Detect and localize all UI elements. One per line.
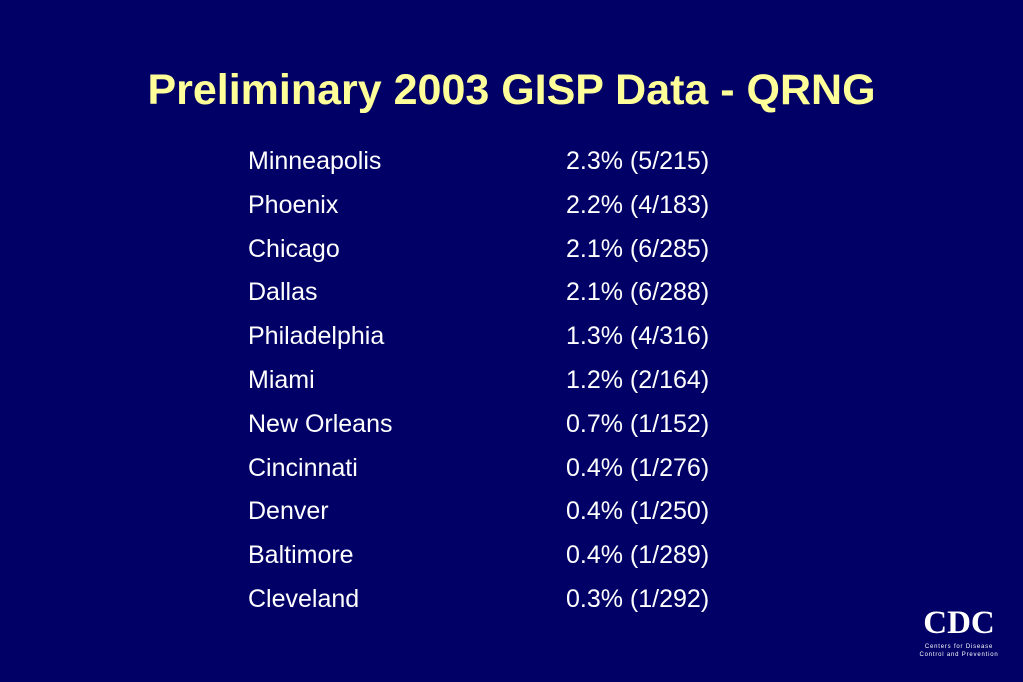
rate-value: 2.2% (4/183) [566, 190, 710, 219]
table-row: Minneapolis 2.3% (5/215) [248, 140, 768, 184]
rate-value: 2.1% (6/288) [566, 278, 710, 307]
city-name: Cleveland [248, 584, 360, 613]
city-name: Baltimore [248, 541, 354, 570]
city-name: Denver [248, 497, 329, 526]
table-row: Denver 0.4% (1/250) [248, 490, 768, 534]
table-row: New Orleans 0.7% (1/152) [248, 403, 768, 447]
rate-value: 2.1% (6/285) [566, 234, 710, 263]
cdc-logo-mark: CDC [923, 605, 995, 641]
city-name: Philadelphia [248, 322, 385, 351]
rate-value: 1.2% (2/164) [566, 365, 710, 394]
rate-value: 0.4% (1/289) [566, 541, 710, 570]
table-row: Baltimore 0.4% (1/289) [248, 534, 768, 578]
table-row: Cincinnati 0.4% (1/276) [248, 447, 768, 491]
table-row: Miami 1.2% (2/164) [248, 359, 768, 403]
city-name: Minneapolis [248, 147, 382, 175]
rate-value: 2.3% (5/215) [566, 147, 710, 175]
cdc-logo: CDC Centers for Disease Control and Prev… [918, 603, 1000, 667]
city-name: Phoenix [248, 190, 339, 219]
city-name: Chicago [248, 234, 340, 263]
table-row: Dallas 2.1% (6/288) [248, 271, 768, 315]
cdc-logo-tagline-line2: Control and Prevention [919, 652, 999, 658]
city-name: Dallas [248, 278, 318, 307]
table-row: Chicago 2.1% (6/285) [248, 228, 768, 272]
table-row: Phoenix 2.2% (4/183) [248, 184, 768, 228]
table-row: Philadelphia 1.3% (4/316) [248, 315, 768, 359]
rate-value: 0.7% (1/152) [566, 409, 710, 438]
city-name: Cincinnati [248, 453, 358, 482]
rate-value: 0.4% (1/276) [566, 453, 710, 482]
rate-value: 1.3% (4/316) [566, 322, 710, 351]
rate-value: 0.4% (1/250) [566, 497, 710, 526]
city-name: Miami [248, 365, 315, 394]
slide-title: Preliminary 2003 GISP Data - QRNG [147, 66, 876, 114]
cdc-logo-tagline-line1: Centers for Disease [924, 644, 994, 650]
table-row: Cleveland 0.3% (1/292) [248, 578, 768, 622]
city-rate-table: Minneapolis 2.3% (5/215) Phoenix 2.2% (4… [248, 140, 768, 622]
city-name: New Orleans [248, 409, 393, 438]
rate-value: 0.3% (1/292) [566, 584, 710, 613]
